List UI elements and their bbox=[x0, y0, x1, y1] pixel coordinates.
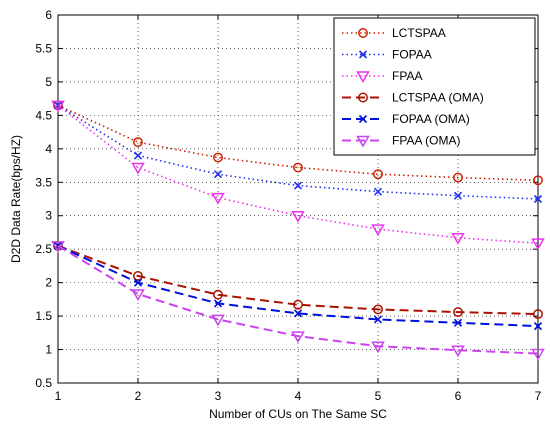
x-tick-label: 3 bbox=[215, 389, 222, 403]
y-tick-label: 2.5 bbox=[35, 242, 52, 256]
data-point bbox=[451, 233, 465, 245]
data-point bbox=[373, 187, 383, 196]
legend-entry: FOPAA bbox=[342, 48, 432, 62]
data-point bbox=[51, 100, 65, 113]
legend-label: FPAA bbox=[392, 69, 422, 83]
data-point bbox=[293, 162, 303, 173]
y-tick-label: 0.5 bbox=[35, 376, 52, 390]
series-3 bbox=[51, 100, 545, 251]
y-tick-label: 1.5 bbox=[35, 309, 52, 323]
legend-label: FPAA (OMA) bbox=[392, 134, 460, 148]
data-point bbox=[453, 318, 463, 327]
data-point bbox=[211, 192, 225, 205]
data-point bbox=[291, 331, 305, 344]
data-point bbox=[293, 309, 303, 318]
series-4 bbox=[53, 240, 543, 320]
y-tick-label: 3 bbox=[45, 209, 52, 223]
data-point bbox=[451, 345, 465, 358]
legend-swatch-marker bbox=[358, 50, 368, 59]
data-point bbox=[131, 162, 145, 175]
data-point bbox=[133, 151, 143, 160]
data-point bbox=[533, 309, 543, 320]
data-point bbox=[453, 307, 463, 318]
data-point bbox=[371, 341, 385, 354]
y-tick-label: 2 bbox=[45, 276, 52, 290]
x-axis-label: Number of CUs on The Same SC bbox=[209, 407, 387, 421]
x-tick-label: 2 bbox=[135, 389, 142, 403]
series-2 bbox=[53, 101, 543, 204]
series-6 bbox=[51, 241, 545, 361]
legend-entry: LCTSPAA bbox=[342, 26, 446, 40]
y-tick-label: 6 bbox=[45, 8, 52, 22]
data-point bbox=[373, 304, 383, 315]
series-1 bbox=[53, 100, 543, 186]
x-tick-label: 1 bbox=[55, 389, 62, 403]
data-point bbox=[531, 238, 545, 251]
legend-swatch-marker bbox=[356, 135, 370, 148]
x-tick-label: 5 bbox=[375, 389, 382, 403]
y-tick-label: 5 bbox=[45, 75, 52, 89]
data-point bbox=[533, 322, 543, 331]
legend-label: LCTSPAA bbox=[392, 26, 446, 40]
legend: LCTSPAA FOPAA FPAA LCTSPAA (OMA) FOPAA (OMA)… bbox=[333, 17, 536, 156]
legend-entry: FPAA bbox=[342, 69, 422, 83]
y-tick-label: 1 bbox=[45, 343, 52, 357]
data-point bbox=[211, 314, 225, 327]
data-point bbox=[373, 315, 383, 324]
series-line bbox=[57, 244, 539, 316]
legend-label: LCTSPAA (OMA) bbox=[392, 91, 484, 105]
data-point bbox=[213, 289, 223, 300]
data-point bbox=[533, 194, 543, 204]
legend-swatch-marker bbox=[358, 114, 368, 124]
data-point bbox=[453, 172, 463, 183]
series-line bbox=[57, 244, 539, 355]
data-point bbox=[213, 299, 223, 308]
legend-entry: FPAA (OMA) bbox=[342, 134, 460, 148]
legend-label: FOPAA bbox=[392, 48, 432, 62]
y-tick-label: 3.5 bbox=[35, 175, 52, 189]
axis-ticks: 1 2 3 4 5 6 70.511.522.533.544.555.56 bbox=[35, 8, 541, 403]
data-point bbox=[293, 181, 303, 190]
series-line bbox=[57, 104, 539, 182]
legend-swatch-marker bbox=[358, 92, 368, 103]
data-point bbox=[131, 289, 145, 302]
data-point bbox=[453, 191, 463, 200]
data-point bbox=[373, 169, 383, 180]
data-point bbox=[293, 299, 303, 310]
legend-box bbox=[333, 17, 536, 156]
data-point bbox=[133, 270, 143, 281]
series-layer bbox=[51, 100, 545, 361]
y-tick-label: 5.5 bbox=[35, 41, 52, 55]
data-point bbox=[533, 175, 543, 186]
data-point bbox=[51, 241, 65, 253]
legend-swatch-marker bbox=[358, 28, 368, 38]
data-point bbox=[371, 224, 385, 237]
data-point bbox=[213, 152, 223, 163]
data-point bbox=[133, 137, 143, 148]
legend-label: FOPAA (OMA) bbox=[392, 112, 470, 126]
y-tick-label: 4.5 bbox=[35, 108, 52, 122]
x-tick-label: 7 bbox=[535, 389, 542, 403]
legend-entry: LCTSPAA (OMA) bbox=[342, 91, 484, 105]
data-point bbox=[291, 210, 305, 223]
legend-swatch-marker bbox=[356, 71, 370, 83]
legend-entry: FOPAA (OMA) bbox=[342, 112, 470, 126]
data-point bbox=[133, 278, 143, 287]
x-tick-label: 4 bbox=[295, 389, 302, 403]
data-point bbox=[531, 348, 545, 361]
y-axis-label: D2D Data Rate(bps/HZ) bbox=[9, 135, 23, 263]
x-tick-label: 6 bbox=[455, 389, 462, 403]
y-tick-label: 4 bbox=[45, 142, 52, 156]
data-point bbox=[213, 170, 223, 179]
